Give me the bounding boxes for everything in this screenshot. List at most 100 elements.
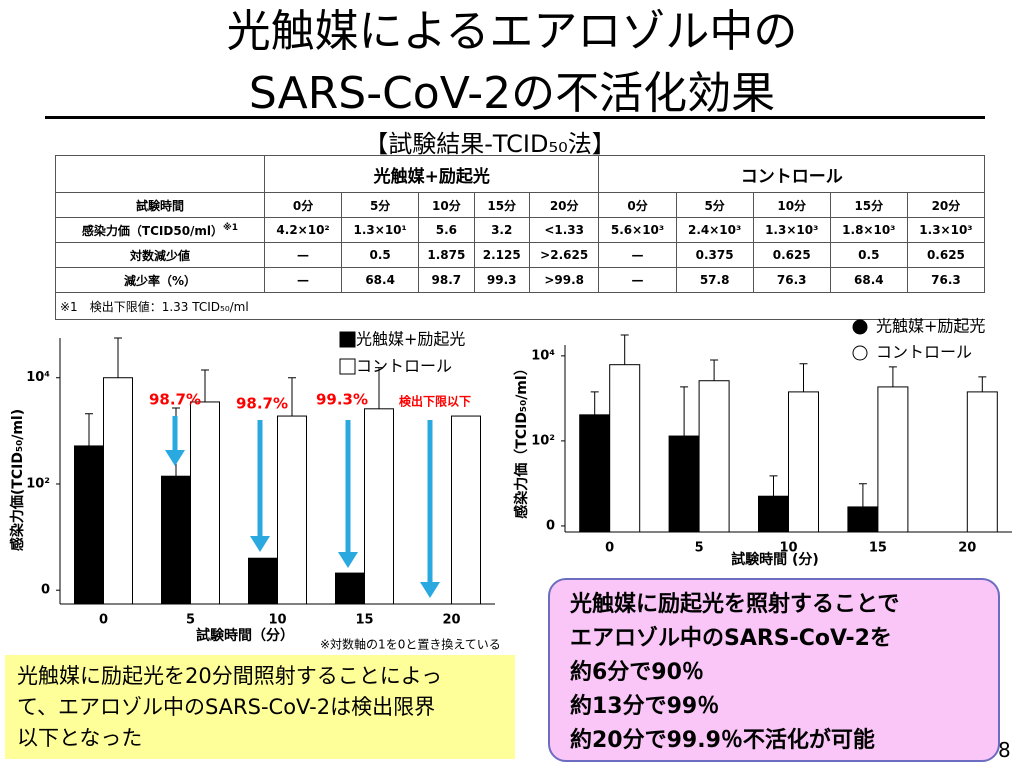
row-header: 対数減少値 [55,242,265,268]
x-tick-label: 0 [605,541,614,556]
legend-marker [339,331,356,348]
conclusion-line: 約6分で90％ [570,660,704,685]
legend-label: 光触媒+励起光 [356,330,465,349]
table-cell: 0.5 [829,242,908,268]
error-bar [888,366,897,387]
row-header-text: 感染力価（TCID50/ml） [81,223,224,238]
table-cell: 0分 [598,192,677,218]
x-tick-label: 20 [442,613,460,628]
x-tick-label: 5 [186,613,195,628]
legend-marker [852,319,868,335]
table-cell: 99.3 [473,267,530,293]
table-cell: — [598,242,677,268]
bar [579,414,611,533]
group-header: コントロール [598,155,985,193]
table-cell: 5分 [341,192,420,218]
x-tick-label: 20 [958,541,976,556]
bar [788,391,819,533]
annotation: 98.7% [236,395,288,413]
row-header-text: 試験時間 [135,198,184,213]
y-tick-label: 10⁴ [26,370,50,385]
error-bar [114,337,122,378]
error-bar [620,334,629,365]
y-tick-label: 10² [26,476,50,491]
arrow-head [165,450,185,466]
bar [966,391,998,533]
row-header-text: 対数減少値 [129,248,190,263]
error-bar [85,413,93,446]
annotation: 検出下限以下 [399,394,471,409]
legend-label: 光触媒+励起光 [876,317,985,336]
bar [877,386,909,533]
summary-box: 光触媒に励起光を20分間照射することによっ て、エアロゾル中のSARS-CoV-2… [5,655,515,759]
table-cell: 0.625 [906,242,986,268]
table-cell: 0.625 [752,242,831,268]
bar [364,408,394,605]
table-cell: 57.8 [675,267,754,293]
table-cell: 2.125 [473,242,530,268]
table-cell: 15分 [829,192,908,218]
annotation: 98.7% [149,391,201,409]
table-cell: 76.3 [906,267,986,293]
axis-note: ※対数軸の1を0と置き換えている [320,637,501,652]
legend-marker [339,358,356,375]
x-tick-label: 10 [268,613,286,628]
table-cell: — [263,242,343,268]
y-tick-label: 10⁴ [531,348,555,363]
legend-marker [852,345,868,361]
legend-label: コントロール [876,343,972,362]
y-tick-label: 0 [546,518,555,533]
error-bar [858,483,867,507]
conclusion-line: 約13分で99％ [570,694,720,719]
table-row: 光触媒+励起光 コントロール [55,155,985,193]
y-tick-label: 10² [531,433,555,448]
table-cell: 1.3×10¹ [341,217,420,243]
table-cell: 3.2 [473,217,530,243]
error-bar [769,475,778,497]
bar [103,377,133,605]
y-axis-title: 感染力価（TCID₅₀/ml） [513,361,530,518]
table-row: ※1 検出下限値：1.33 TCID₅₀/ml [55,292,985,320]
x-tick-label: 15 [869,541,887,556]
table-cell: — [263,267,343,293]
table-cell: 68.4 [829,267,908,293]
x-tick-label: 10 [779,541,797,556]
page-number: 8 [998,738,1011,762]
conclusion-line: 約20分で99.9％不活化が可能 [570,728,875,753]
table-cell: 10分 [418,192,475,218]
result-table: 光触媒+励起光 コントロール 試験時間 0分 5分 10分 15分 20分 0分 5分 10分 15分… [55,155,986,320]
bar [74,445,104,605]
x-tick-label: 0 [99,613,108,628]
bar [609,364,641,533]
bar [248,557,278,605]
y-axis-title: 感染力価(TCID₅₀/ml) [9,409,26,551]
error-bar [375,367,383,409]
table-cell: 4.2×10² [263,217,343,243]
row-header: 感染力価（TCID50/ml）※1 [55,217,265,243]
conclusion-box: 光触媒に励起光を照射することで エアロゾル中のSARS-CoV-2を 約6分で90％… [548,578,1000,762]
bar [161,475,191,605]
bar [277,415,307,605]
bar [335,572,365,605]
title-rule [45,116,985,119]
subtitle: 【試験結果-TCID₅₀法】 [364,130,616,158]
arrow-head [250,536,270,552]
error-bar [590,391,599,415]
table-cell: 20分 [528,192,600,218]
row-header-text: 減少率（%） [123,273,197,288]
error-bar [978,376,987,392]
bar [668,435,700,533]
table-cell: 0.375 [675,242,754,268]
table-row: 対数減少値 —0.5 1.875 2.125 >2.625—0.375 0.625 0.5 0… [55,242,986,268]
bar [190,401,220,605]
table-cell: 98.7 [418,267,475,293]
group-header: 光触媒+励起光 [263,155,600,193]
table-row: 減少率（%） —68.4 98.7 99.3 >99.8—57.8 76.3 68.4 76.… [55,267,986,293]
table-row: 感染力価（TCID50/ml）※1 4.2×10² 1.3×10¹ 5.6 3.2 <1.… [55,217,986,243]
table-cell: 5.6×10³ [598,217,677,243]
summary-line: て、エアロゾル中のSARS-CoV-2は検出限界 [17,695,436,719]
conclusion-line: 光触媒に励起光を照射することで [570,592,900,617]
y-tick-label: 0 [41,583,50,598]
